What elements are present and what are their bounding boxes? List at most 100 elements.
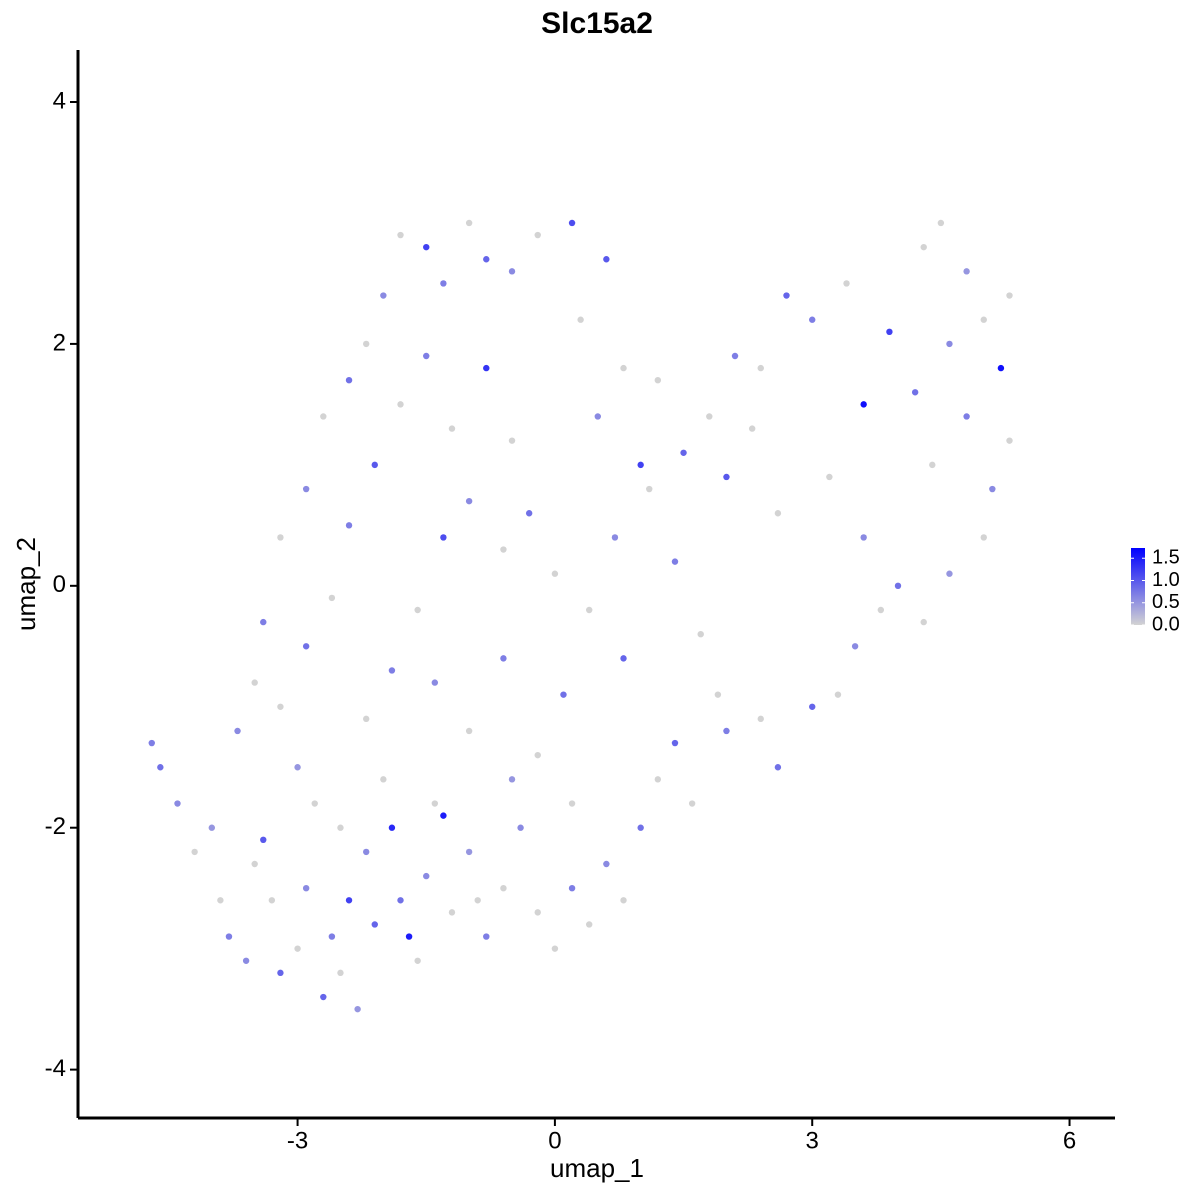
cell-point <box>886 328 893 336</box>
cell-point <box>877 606 885 614</box>
cell-point <box>465 219 473 227</box>
cell-point <box>388 667 396 674</box>
cell-point <box>440 534 447 541</box>
cell-point <box>637 824 644 831</box>
cell-point <box>191 848 198 856</box>
cell-point <box>860 534 867 541</box>
cell-point <box>465 727 473 735</box>
y-tick-label: 0 <box>53 571 66 598</box>
cell-point <box>860 401 867 408</box>
cell-point <box>920 243 927 251</box>
cell-point <box>380 292 387 299</box>
cell-point <box>414 606 421 614</box>
cell-point <box>380 776 387 783</box>
cell-point <box>397 231 404 239</box>
cell-point <box>929 461 936 469</box>
cell-point <box>234 727 241 735</box>
cell-point <box>362 848 370 856</box>
cell-point <box>483 364 490 372</box>
y-axis-title: umap_2 <box>11 537 41 631</box>
cell-point <box>474 897 481 904</box>
cell-point <box>388 824 396 831</box>
cell-point <box>688 800 696 807</box>
cell-point <box>294 764 301 771</box>
cell-point <box>217 897 224 904</box>
cell-point <box>431 800 439 807</box>
cell-point <box>980 534 987 541</box>
cell-point <box>843 280 850 287</box>
cell-point <box>748 425 756 432</box>
cell-point <box>277 969 284 977</box>
cell-point <box>260 618 267 626</box>
cell-point <box>440 812 447 819</box>
cell-point <box>586 606 593 614</box>
cell-point <box>294 945 301 952</box>
cell-point <box>508 437 516 444</box>
cell-point <box>774 510 782 517</box>
cell-point <box>508 776 516 783</box>
cell-point <box>577 316 584 323</box>
cell-point <box>534 909 541 916</box>
cell-point <box>697 630 704 638</box>
cell-point <box>302 643 310 650</box>
cell-point <box>483 933 490 940</box>
x-tick-label: 6 <box>1063 1127 1076 1154</box>
legend-label: 1.0 <box>1152 569 1180 591</box>
color-bar <box>1131 548 1145 625</box>
cell-point <box>268 897 276 904</box>
x-axis-title: umap_1 <box>550 1153 644 1183</box>
cell-point <box>620 897 627 904</box>
cell-point <box>448 909 456 916</box>
cell-point <box>465 497 473 505</box>
cell-point <box>586 921 593 928</box>
cell-point <box>500 884 507 892</box>
cell-point <box>757 364 764 372</box>
x-tick-label: 0 <box>548 1127 561 1154</box>
cell-point <box>594 413 601 420</box>
cell-point <box>551 945 559 952</box>
cell-point <box>654 376 662 384</box>
legend-label: 0.0 <box>1152 613 1180 635</box>
cell-point <box>225 933 233 940</box>
cell-point <box>637 461 644 469</box>
cell-point <box>500 655 507 662</box>
cell-point <box>989 485 996 493</box>
cell-point <box>654 776 662 783</box>
cell-point <box>714 691 722 698</box>
cell-point <box>723 473 730 481</box>
legend-label: 1.5 <box>1152 547 1180 569</box>
cell-point <box>320 413 327 420</box>
cell-point <box>157 764 164 771</box>
cell-point <box>423 872 430 880</box>
cell-point <box>371 921 378 928</box>
cell-point <box>345 376 353 384</box>
cell-point <box>911 389 919 396</box>
cell-point <box>920 618 927 626</box>
cell-point <box>534 231 541 239</box>
cell-point <box>337 969 344 977</box>
y-tick-label: 2 <box>53 329 66 356</box>
cell-point <box>508 268 516 275</box>
cell-point <box>809 703 816 710</box>
cell-point <box>534 751 541 759</box>
cell-point <box>242 957 250 964</box>
cell-point <box>431 679 439 686</box>
cell-point <box>208 824 216 831</box>
cell-point <box>345 522 353 529</box>
cell-point <box>362 340 370 348</box>
cell-point <box>568 219 576 227</box>
cell-point <box>174 800 181 807</box>
cell-point <box>757 715 764 723</box>
cell-point <box>311 800 318 807</box>
cell-point <box>551 570 559 577</box>
cell-point <box>440 280 447 287</box>
cell-point <box>671 739 679 747</box>
cell-point <box>354 1005 361 1013</box>
cell-point <box>611 534 619 541</box>
cell-point <box>706 413 713 420</box>
cell-point <box>371 461 378 469</box>
cell-point <box>1006 292 1013 299</box>
cell-point <box>851 643 859 650</box>
cell-point <box>465 848 473 856</box>
